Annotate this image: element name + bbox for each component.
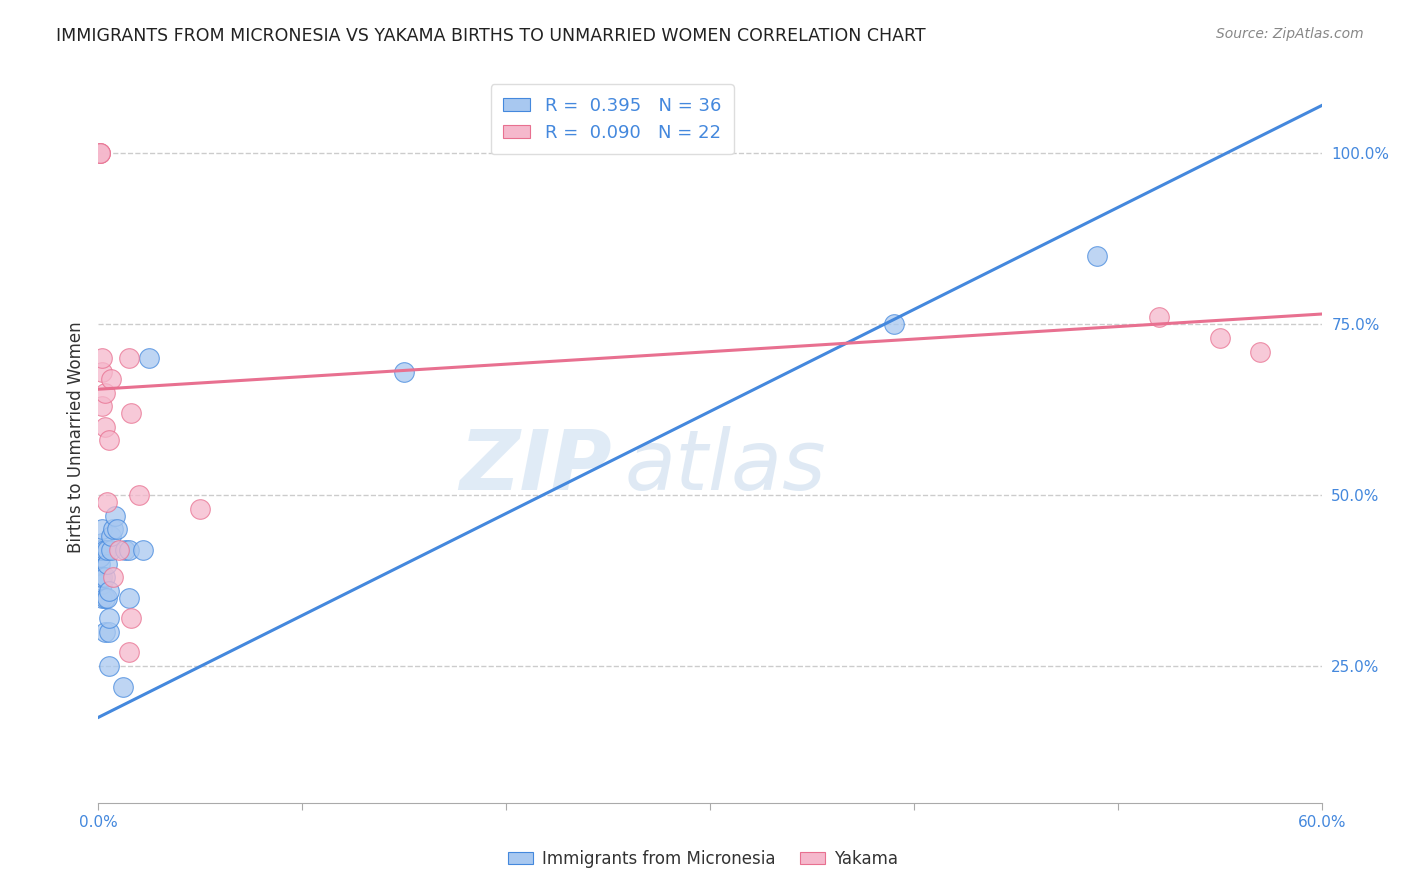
Point — [101, 522, 124, 536]
Point — [89, 570, 111, 584]
Point — [96, 591, 118, 605]
Point — [89, 549, 111, 564]
Point — [120, 611, 142, 625]
Point — [97, 583, 120, 598]
Point — [120, 406, 142, 420]
Point — [1209, 331, 1232, 345]
Point — [118, 351, 141, 366]
Point — [91, 591, 114, 605]
Point — [89, 557, 111, 571]
Point — [100, 372, 122, 386]
Point — [1085, 249, 1108, 263]
Point — [96, 557, 118, 571]
Point — [96, 495, 118, 509]
Point — [1147, 310, 1170, 325]
Point — [128, 488, 150, 502]
Point — [101, 570, 124, 584]
Point — [91, 536, 114, 550]
Text: Source: ZipAtlas.com: Source: ZipAtlas.com — [1216, 27, 1364, 41]
Point — [188, 501, 212, 516]
Point — [89, 570, 111, 584]
Point — [118, 645, 141, 659]
Point — [97, 434, 120, 448]
Point — [105, 522, 128, 536]
Point — [93, 420, 115, 434]
Point — [89, 146, 111, 161]
Point — [108, 542, 131, 557]
Point — [118, 591, 141, 605]
Point — [91, 400, 114, 414]
Legend: Immigrants from Micronesia, Yakama: Immigrants from Micronesia, Yakama — [502, 844, 904, 875]
Point — [132, 542, 155, 557]
Y-axis label: Births to Unmarried Women: Births to Unmarried Women — [66, 321, 84, 553]
Point — [111, 680, 134, 694]
Point — [91, 542, 114, 557]
Point — [97, 611, 120, 625]
Point — [89, 542, 111, 557]
Point — [91, 570, 114, 584]
Point — [97, 624, 120, 639]
Point — [89, 146, 111, 161]
Point — [93, 385, 115, 400]
Point — [392, 365, 416, 379]
Text: ZIP: ZIP — [460, 425, 612, 507]
Point — [91, 351, 114, 366]
Point — [91, 522, 114, 536]
Point — [883, 318, 905, 332]
Legend: R =  0.395   N = 36, R =  0.090   N = 22: R = 0.395 N = 36, R = 0.090 N = 22 — [491, 84, 734, 154]
Point — [93, 542, 115, 557]
Point — [138, 351, 160, 366]
Point — [114, 542, 136, 557]
Point — [96, 542, 118, 557]
Point — [100, 542, 122, 557]
Text: IMMIGRANTS FROM MICRONESIA VS YAKAMA BIRTHS TO UNMARRIED WOMEN CORRELATION CHART: IMMIGRANTS FROM MICRONESIA VS YAKAMA BIR… — [56, 27, 927, 45]
Point — [93, 570, 115, 584]
Point — [91, 365, 114, 379]
Point — [91, 577, 114, 591]
Point — [100, 529, 122, 543]
Point — [93, 591, 115, 605]
Point — [89, 146, 111, 161]
Point — [118, 542, 141, 557]
Text: atlas: atlas — [624, 425, 827, 507]
Point — [97, 659, 120, 673]
Point — [1249, 344, 1271, 359]
Point — [93, 624, 115, 639]
Point — [104, 508, 127, 523]
